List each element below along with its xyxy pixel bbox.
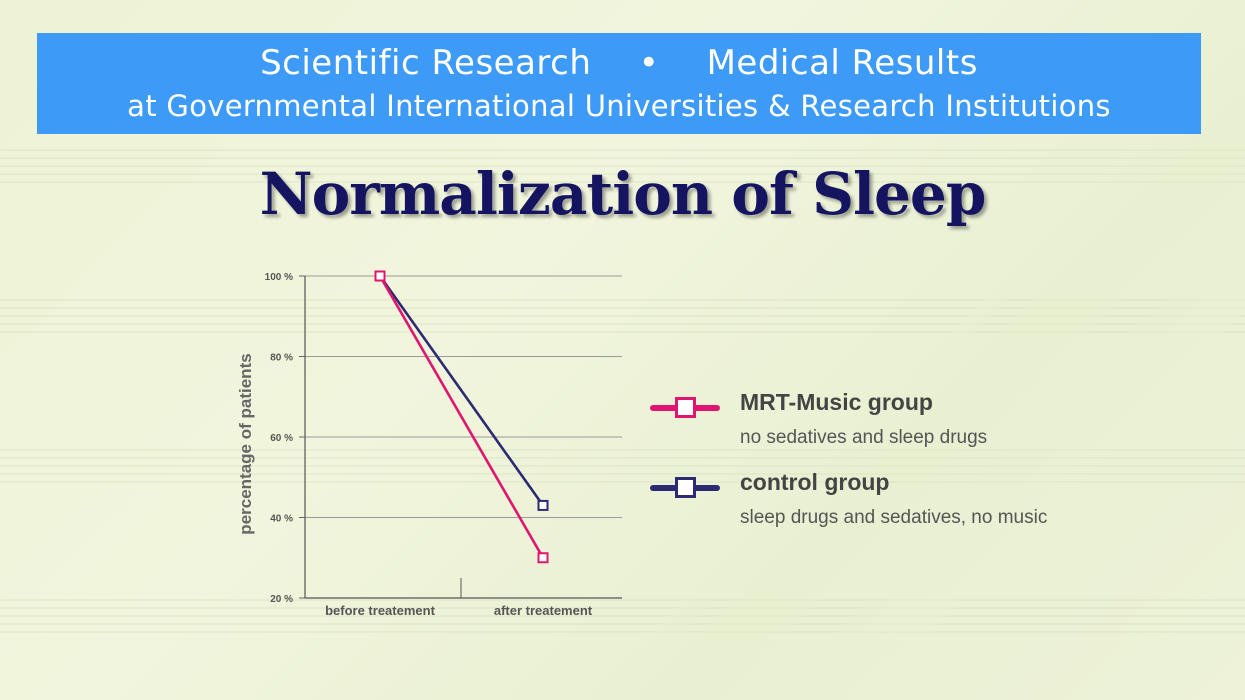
x-tick-label: before treatement xyxy=(325,603,435,618)
legend-desc-control: sleep drugs and sedatives, no music xyxy=(740,507,1048,528)
legend-marker-control xyxy=(675,477,696,498)
x-tick-labels: before treatement after treatement xyxy=(325,603,593,618)
banner-line-1: Scientific Research • Medical Results xyxy=(37,41,1201,85)
y-tick-label: 40 % xyxy=(270,514,293,525)
banner-line-2: at Governmental International Universiti… xyxy=(127,89,1111,123)
data-point-marker xyxy=(374,270,386,282)
chart-axes xyxy=(304,276,622,599)
page-title: Normalization of Sleep xyxy=(259,160,987,228)
sleep-line-chart: 100 % 80 % 60 % 40 % 20 % before treatement a… xyxy=(236,270,622,618)
legend-marker-mrt xyxy=(675,397,696,418)
data-point-marker xyxy=(537,552,549,564)
chart-grid xyxy=(299,275,622,599)
banner-scientific-research: Scientific Research xyxy=(260,43,592,83)
y-axis-label: percentage of patients xyxy=(236,353,255,534)
y-tick-label: 80 % xyxy=(270,353,293,364)
legend-desc-mrt: no sedatives and sleep drugs xyxy=(740,427,988,448)
banner-bullet: • xyxy=(638,43,660,83)
y-tick-labels: 100 % 80 % 60 % 40 % 20 % xyxy=(265,272,293,605)
y-tick-label: 20 % xyxy=(270,594,293,605)
legend-label-control: control group xyxy=(740,469,890,495)
series-line xyxy=(378,275,545,507)
y-tick-label: 60 % xyxy=(270,433,293,444)
data-point-marker xyxy=(537,499,549,511)
chart-series xyxy=(374,270,549,564)
banner-medical-results: Medical Results xyxy=(706,43,978,83)
legend-item-mrt: MRT-Music group no sedatives and sleep d… xyxy=(645,389,1165,455)
y-tick-label: 100 % xyxy=(265,272,293,283)
header-banner: Scientific Research • Medical Results at… xyxy=(37,33,1201,134)
x-tick-label: after treatement xyxy=(494,603,593,618)
chart-legend: MRT-Music group no sedatives and sleep d… xyxy=(645,389,1205,545)
series-line xyxy=(378,275,545,559)
legend-item-control: control group sleep drugs and sedatives,… xyxy=(645,469,1165,535)
legend-label-mrt: MRT-Music group xyxy=(740,389,933,415)
